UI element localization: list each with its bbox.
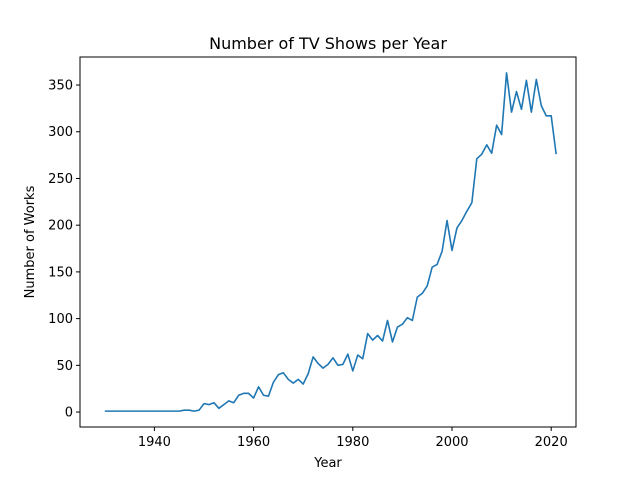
x-axis-ticks: 1940 1960 1980 2000 2020 bbox=[138, 427, 568, 450]
series-line bbox=[104, 72, 557, 412]
plot-area bbox=[104, 72, 557, 412]
y-tick-label: 0 bbox=[65, 406, 73, 421]
x-tick-label: 1980 bbox=[336, 435, 369, 450]
y-axis-ticks: 0 50 100 150 200 250 300 350 bbox=[48, 79, 80, 421]
y-tick-label: 250 bbox=[48, 172, 73, 187]
x-tick-label: 2020 bbox=[535, 435, 568, 450]
x-tick-label: 2000 bbox=[435, 435, 468, 450]
x-tick-label: 1940 bbox=[138, 435, 171, 450]
x-axis-label: Year bbox=[313, 456, 342, 471]
y-tick-label: 150 bbox=[48, 265, 73, 280]
y-tick-label: 50 bbox=[56, 359, 73, 374]
y-axis-label: Number of Works bbox=[23, 185, 38, 298]
axes-frame bbox=[79, 56, 577, 428]
y-tick-label: 350 bbox=[48, 79, 73, 94]
chart-title: Number of TV Shows per Year bbox=[209, 34, 447, 53]
y-tick-label: 300 bbox=[48, 125, 73, 140]
y-tick-label: 200 bbox=[48, 219, 73, 234]
x-tick-label: 1960 bbox=[237, 435, 270, 450]
y-tick-label: 100 bbox=[48, 312, 73, 327]
